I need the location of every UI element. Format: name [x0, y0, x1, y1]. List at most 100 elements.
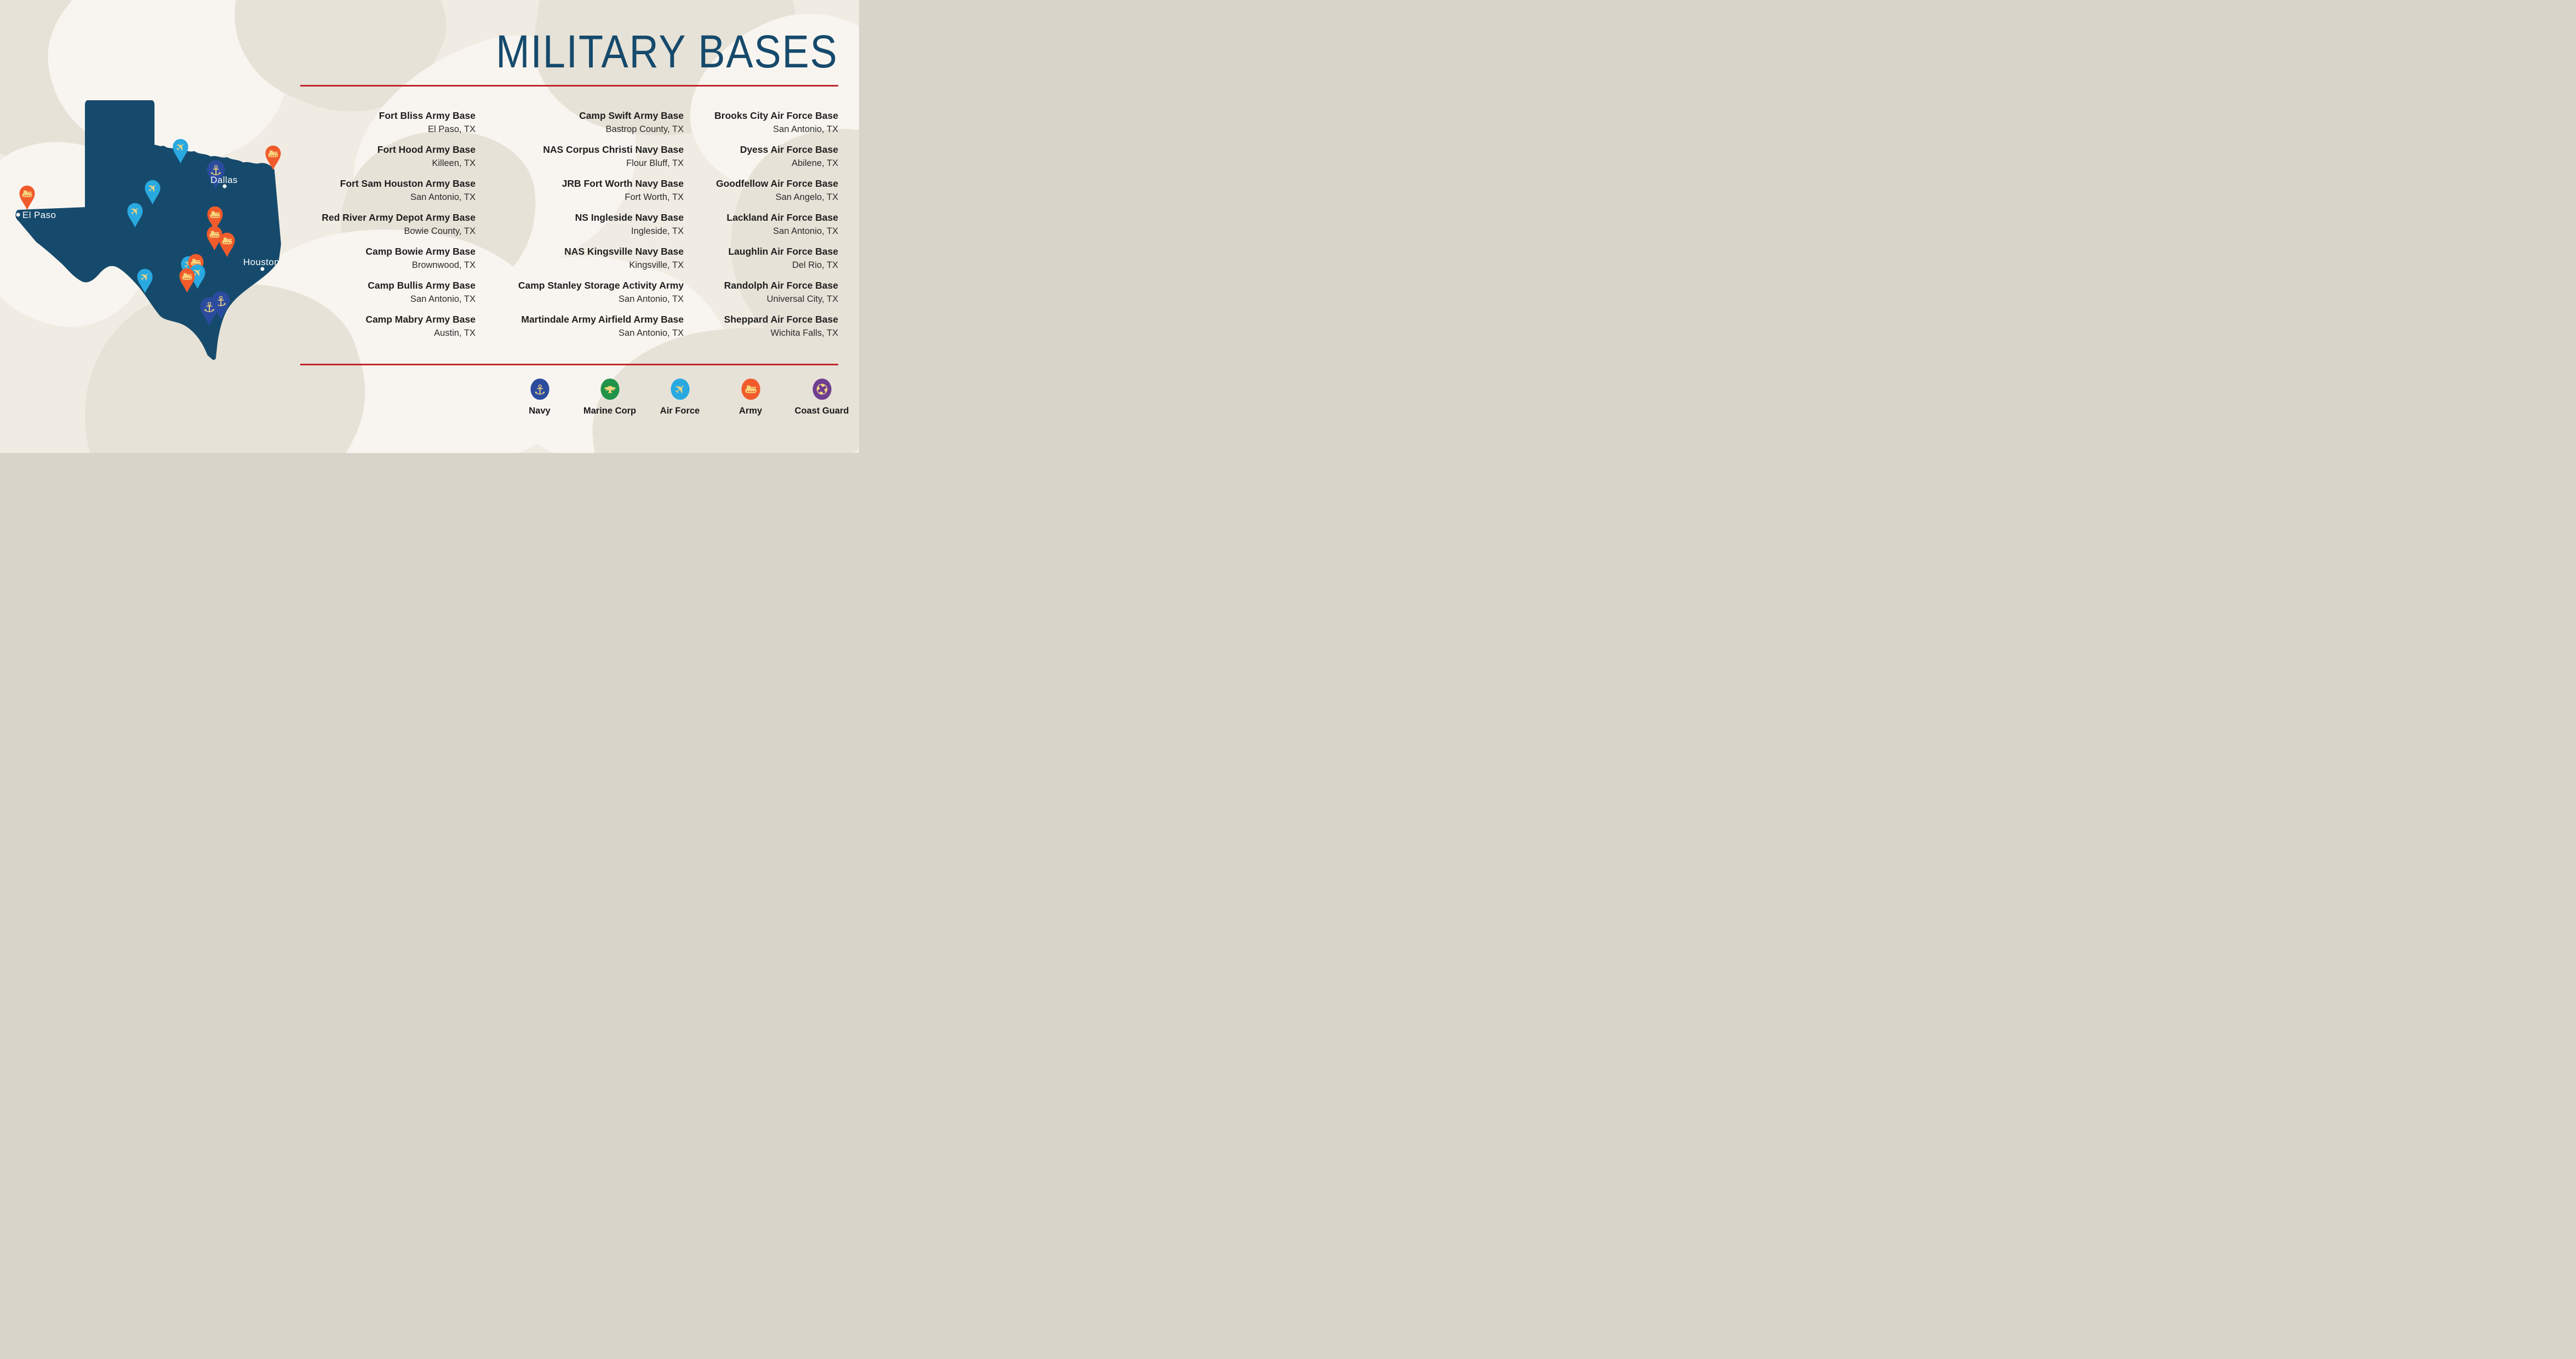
base-name: Brooks City Air Force Base — [714, 110, 838, 121]
map-pin-army — [265, 146, 281, 170]
base-location: Killeen, TX — [432, 158, 476, 168]
map-pin-army — [179, 268, 195, 293]
legend-label: Navy — [529, 406, 551, 416]
base-location: San Angelo, TX — [775, 192, 838, 202]
base-location: Austin, TX — [434, 328, 476, 338]
base-name: Sheppard Air Force Base — [724, 314, 838, 325]
base-column-3: Brooks City Air Force Base San Antonio, T… — [674, 109, 838, 347]
base-location: Fort Worth, TX — [625, 192, 684, 202]
base-entry: Red River Army Depot Army Base Bowie Coun… — [219, 211, 476, 245]
base-name: Camp Stanley Storage Activity Army — [518, 280, 684, 291]
base-column-1: Fort Bliss Army Base El Paso, TX Fort Hoo… — [219, 109, 476, 347]
base-entry: Fort Bliss Army Base El Paso, TX — [219, 109, 476, 143]
base-name: NAS Corpus Christi Navy Base — [543, 144, 684, 155]
svg-text:⚓: ⚓ — [203, 299, 215, 315]
base-name: Fort Sam Houston Army Base — [340, 178, 476, 189]
base-location: San Antonio, TX — [773, 124, 838, 134]
base-column-2: Camp Swift Army Base Bastrop County, TX N… — [482, 109, 684, 347]
base-location: Ingleside, TX — [631, 226, 684, 236]
base-name: Goodfellow Air Force Base — [715, 178, 838, 189]
base-location: Flour Bluff, TX — [626, 158, 684, 168]
map-pin-navy: ⚓ — [200, 297, 219, 326]
divider-bottom — [300, 364, 838, 365]
base-entry: Laughlin Air Force Base Del Rio, TX — [674, 245, 838, 279]
legend-item-coast-guard: Coast Guard — [789, 378, 855, 416]
base-entry: Fort Sam Houston Army Base San Antonio, T… — [219, 177, 476, 211]
base-name: NAS Kingsville Navy Base — [564, 246, 684, 257]
base-entry: NAS Corpus Christi Navy Base Flour Bluff,… — [482, 143, 684, 177]
base-location: Bowie County, TX — [404, 226, 476, 236]
base-name: Fort Bliss Army Base — [379, 110, 476, 121]
legend-label: Marine Corp — [583, 406, 637, 416]
base-entry: Camp Mabry Army Base Austin, TX — [219, 313, 476, 347]
marine-eagle-icon — [600, 378, 620, 400]
base-entry: Camp Bowie Army Base Brownwood, TX — [219, 245, 476, 279]
base-entry: NAS Kingsville Navy Base Kingsville, TX — [482, 245, 684, 279]
map-pin-army — [19, 186, 35, 210]
legend-item-navy: ⚓ Navy — [507, 378, 573, 416]
base-name: Lackland Air Force Base — [726, 212, 838, 223]
city-label-dallas: Dallas — [210, 175, 238, 185]
base-location: San Antonio, TX — [410, 192, 476, 202]
base-name: Randolph Air Force Base — [724, 280, 838, 291]
legend-label: Air Force — [660, 406, 700, 416]
base-location: Abilene, TX — [792, 158, 838, 168]
base-name: Red River Army Depot Army Base — [322, 212, 476, 223]
map-pin-army — [206, 226, 222, 251]
map-pin-airforce: ✈ — [127, 203, 142, 228]
legend-item-air-force: ✈ Air Force — [647, 378, 713, 416]
base-location: San Antonio, TX — [773, 226, 838, 236]
page-title: MILITARY BASES — [496, 26, 838, 77]
legend-label: Army — [739, 406, 763, 416]
base-location: Wichita Falls, TX — [770, 328, 838, 338]
base-entry: Lackland Air Force Base San Antonio, TX — [674, 211, 838, 245]
base-entry: JRB Fort Worth Navy Base Fort Worth, TX — [482, 177, 684, 211]
base-name: Camp Bowie Army Base — [365, 246, 476, 257]
base-location: Del Rio, TX — [792, 260, 838, 270]
base-location: Brownwood, TX — [411, 260, 476, 270]
base-name: Camp Bullis Army Base — [368, 280, 476, 291]
city-dot-houston — [260, 267, 265, 271]
base-entry: Camp Bullis Army Base San Antonio, TX — [219, 279, 476, 313]
base-location: Bastrop County, TX — [605, 124, 684, 134]
svg-text:⚓: ⚓ — [210, 162, 222, 178]
base-name: Dyess Air Force Base — [740, 144, 838, 155]
base-entry: Randolph Air Force Base Universal City, T… — [674, 279, 838, 313]
base-entry: Brooks City Air Force Base San Antonio, T… — [674, 109, 838, 143]
legend-label: Coast Guard — [794, 406, 849, 416]
city-dot-dallas — [222, 184, 227, 188]
base-entry: Martindale Army Airfield Army Base San An… — [482, 313, 684, 347]
base-entry: Camp Stanley Storage Activity Army San An… — [482, 279, 684, 313]
base-name: JRB Fort Worth Navy Base — [562, 178, 684, 189]
map-pin-army — [219, 233, 235, 257]
army-tank-icon — [741, 378, 761, 400]
map-pin-airforce: ✈ — [137, 269, 152, 294]
base-entry: Fort Hood Army Base Killeen, TX — [219, 143, 476, 177]
city-dot-el-paso — [16, 213, 20, 217]
base-location: Kingsville, TX — [629, 260, 684, 270]
map-pin-airforce: ✈ — [173, 139, 188, 164]
base-name: Camp Swift Army Base — [579, 110, 684, 121]
map-pin-navy: ⚓ — [207, 160, 225, 189]
base-location: San Antonio, TX — [619, 328, 684, 338]
base-entry: Dyess Air Force Base Abilene, TX — [674, 143, 838, 177]
base-name: NS Ingleside Navy Base — [575, 212, 684, 223]
base-name: Laughlin Air Force Base — [728, 246, 838, 257]
base-name: Martindale Army Airfield Army Base — [521, 314, 684, 325]
svg-text:⚓: ⚓ — [534, 382, 546, 398]
base-name: Camp Mabry Army Base — [365, 314, 476, 325]
airforce-plane-icon: ✈ — [670, 378, 690, 400]
city-label-houston: Houston — [243, 257, 280, 267]
base-location: El Paso, TX — [428, 124, 476, 134]
base-entry: Goodfellow Air Force Base San Angelo, TX — [674, 177, 838, 211]
base-location: San Antonio, TX — [619, 294, 684, 304]
navy-anchor-icon: ⚓ — [530, 378, 550, 400]
divider-top — [300, 85, 838, 87]
legend-item-marine-corp: Marine Corp — [577, 378, 643, 416]
legend-item-army: Army — [718, 378, 783, 416]
base-entry: NS Ingleside Navy Base Ingleside, TX — [482, 211, 684, 245]
base-entry: Camp Swift Army Base Bastrop County, TX — [482, 109, 684, 143]
map-pin-army — [207, 207, 223, 231]
base-entry: Sheppard Air Force Base Wichita Falls, TX — [674, 313, 838, 347]
